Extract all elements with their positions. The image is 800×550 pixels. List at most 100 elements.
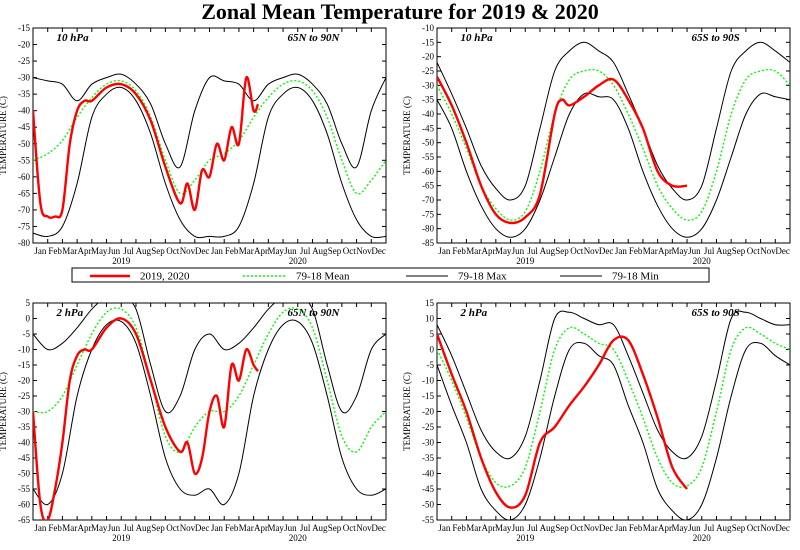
y-tick-label: -20: [18, 376, 30, 386]
x-tick-label: Jan: [615, 246, 627, 256]
x-tick-label: Jan: [34, 246, 46, 256]
x-tick-label: Feb: [48, 523, 62, 533]
x-tick-label: Jun: [512, 246, 525, 256]
chart-panel-2: -85 -80 -75 -70 -65 -60 -55 -50 -45 -40 -35 -30 -25 -…: [402, 23, 791, 266]
y-tick-label: -45: [18, 453, 30, 463]
x-tick-label: Apr: [77, 246, 91, 256]
y-tick-label: -25: [422, 66, 434, 76]
x-tick-label: Oct: [747, 246, 760, 256]
x-tick-label: Apr: [481, 246, 495, 256]
y-tick-label: -55: [18, 484, 30, 494]
x-tick-label: Jun: [688, 246, 701, 256]
x-tick-label: Apr: [658, 523, 672, 533]
chart-panel-4: -55-50-45-40-35-30-25-20-15-10-5051015Ja…: [402, 298, 791, 543]
x-tick-label: Sep: [732, 523, 746, 533]
x-tick-label: Aug: [136, 246, 152, 256]
y-tick-label: -75: [422, 209, 434, 219]
series-line-2019-2020: [33, 317, 259, 520]
x-tick-label: Mar: [466, 246, 481, 256]
x-tick-label: Jun: [108, 523, 121, 533]
y-tick-label: -40: [18, 106, 30, 116]
y-tick-label: 10: [425, 314, 435, 324]
x-tick-label: Mar: [643, 523, 658, 533]
y-tick-label: -50: [422, 500, 434, 510]
y-tick-label: 0: [430, 345, 435, 355]
x-tick-label: May: [671, 246, 688, 256]
legend-label: 79-18 Mean: [296, 271, 350, 283]
x-tick-label: Dec: [775, 523, 790, 533]
level-label: 10 hPa: [461, 32, 494, 44]
y-tick-label: -55: [18, 155, 30, 165]
y-tick-label: -25: [18, 56, 30, 66]
x-tick-label: Nov: [760, 523, 776, 533]
x-tick-label: Oct: [166, 523, 179, 533]
x-tick-label: Aug: [540, 246, 556, 256]
x-tick-label: Dec: [195, 246, 210, 256]
legend: 2019, 2020 79-18 Mean 79-18 Max 79-18 Min: [71, 267, 710, 283]
x-tick-label: Feb: [629, 523, 643, 533]
series-line-2019-2020: [437, 333, 688, 509]
y-tick-label: 0: [26, 314, 31, 324]
x-tick-label: Aug: [716, 246, 732, 256]
x-tick-label: Sep: [151, 523, 165, 533]
y-tick-label: -75: [18, 221, 30, 231]
y-tick-label: -10: [422, 376, 434, 386]
x-tick-label: Jan: [34, 523, 46, 533]
x-tick-label: Apr: [254, 246, 268, 256]
x-tick-label: Aug: [540, 523, 556, 533]
y-tick-label: -35: [18, 422, 30, 432]
x-tick-label: Sep: [555, 523, 569, 533]
x-tick-label: May: [267, 523, 284, 533]
x-tick-label: May: [91, 246, 108, 256]
x-tick-label: Jul: [300, 523, 311, 533]
series-group: [33, 303, 386, 520]
x-tick-label: Aug: [312, 246, 328, 256]
x-tick-label: Dec: [371, 246, 386, 256]
series-line-79-18-mean: [33, 307, 386, 453]
x-tick-label: Oct: [166, 246, 179, 256]
y-tick-label: -60: [18, 500, 30, 510]
x-tick-label: Jun: [284, 523, 297, 533]
y-tick-label: -25: [18, 391, 30, 401]
y-tick-label: -25: [422, 422, 434, 432]
x-tick-label: Oct: [343, 523, 356, 533]
x-tick-label: May: [495, 523, 512, 533]
x-tick-label: Jun: [688, 523, 701, 533]
year-label: 2019: [516, 256, 535, 266]
y-tick-label: -65: [422, 181, 434, 191]
y-tick-label: -45: [422, 484, 434, 494]
y-tick-label: -30: [18, 73, 30, 83]
y-tick-label: -30: [422, 438, 434, 448]
year-label: 2019: [516, 533, 535, 543]
x-tick-label: Jul: [527, 246, 538, 256]
x-tick-label: Feb: [452, 523, 466, 533]
y-tick-label: -35: [18, 89, 30, 99]
x-tick-label: Sep: [328, 523, 342, 533]
x-tick-label: Apr: [481, 523, 495, 533]
x-tick-label: Jan: [438, 246, 450, 256]
y-tick-label: -15: [422, 391, 434, 401]
series-line-79-18-max: [437, 41, 790, 201]
year-label: 2020: [693, 533, 712, 543]
x-tick-label: Mar: [239, 246, 254, 256]
y-tick-label: -20: [422, 407, 434, 417]
legend-label: 79-18 Max: [458, 271, 507, 283]
x-tick-label: Oct: [343, 246, 356, 256]
x-tick-label: Dec: [371, 523, 386, 533]
x-tick-label: Nov: [356, 246, 372, 256]
y-tick-label: -55: [422, 515, 434, 525]
legend-label: 79-18 Min: [612, 271, 659, 283]
y-tick-label: -20: [422, 52, 434, 62]
y-tick-label: -55: [422, 152, 434, 162]
y-tick-label: -40: [422, 469, 434, 479]
y-tick-label: -50: [422, 138, 434, 148]
plot-frame: [32, 27, 387, 244]
level-label: 2 hPa: [56, 307, 84, 319]
x-tick-label: Oct: [747, 523, 760, 533]
series-line-79-18-mean: [437, 326, 790, 488]
x-tick-label: Apr: [77, 523, 91, 533]
x-tick-label: Mar: [643, 246, 658, 256]
y-tick-label: -85: [422, 238, 434, 248]
x-tick-label: Dec: [599, 246, 614, 256]
y-tick-label: -80: [18, 238, 30, 248]
